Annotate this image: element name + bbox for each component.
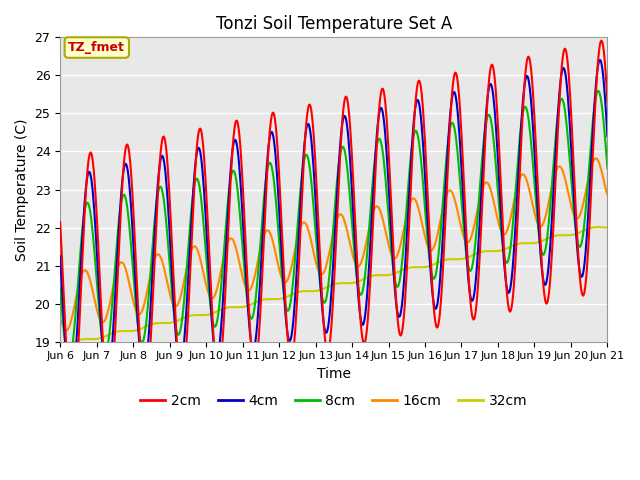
Title: Tonzi Soil Temperature Set A: Tonzi Soil Temperature Set A	[216, 15, 452, 33]
X-axis label: Time: Time	[317, 367, 351, 381]
Y-axis label: Soil Temperature (C): Soil Temperature (C)	[15, 118, 29, 261]
Text: TZ_fmet: TZ_fmet	[68, 41, 125, 54]
Legend: 2cm, 4cm, 8cm, 16cm, 32cm: 2cm, 4cm, 8cm, 16cm, 32cm	[135, 388, 532, 413]
